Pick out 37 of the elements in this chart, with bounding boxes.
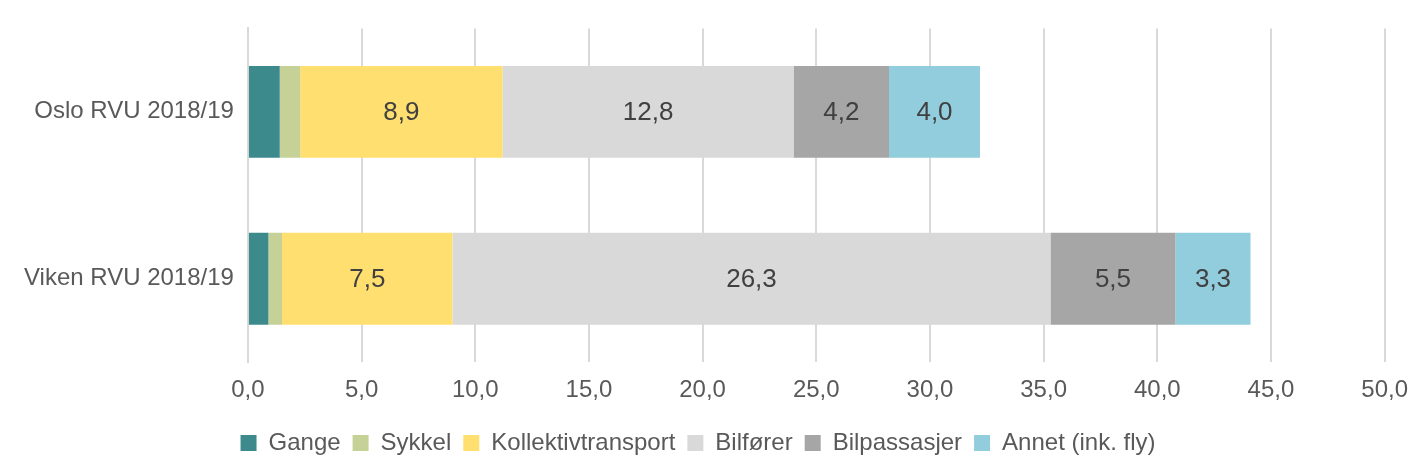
bar xyxy=(248,65,280,158)
bar xyxy=(793,65,890,158)
legend-label: Gange xyxy=(268,427,341,455)
x-tick-label: 25,0 xyxy=(792,375,840,403)
y-tick-label: Viken RVU 2018/19 xyxy=(23,263,234,291)
bar xyxy=(889,65,980,158)
bar xyxy=(248,232,269,325)
x-tick-label: 35,0 xyxy=(1020,375,1067,403)
bar xyxy=(282,232,453,325)
bar xyxy=(1175,232,1251,325)
bar xyxy=(300,65,503,158)
x-tick-label: 30,0 xyxy=(906,375,954,403)
x-tick-label: 0,0 xyxy=(231,375,265,403)
x-tick-label: 45,0 xyxy=(1247,375,1295,403)
legend-label: Annet (ink. fly) xyxy=(1002,427,1156,455)
data-label: 3,3 xyxy=(1194,262,1232,293)
x-tick-label: 40,0 xyxy=(1133,375,1181,403)
data-label: 12,8 xyxy=(622,96,674,127)
x-tick-label: 15,0 xyxy=(565,375,613,403)
bar xyxy=(279,65,301,158)
legend-label: Bilpassasjer xyxy=(832,427,963,455)
x-tick-label: 20,0 xyxy=(679,375,726,403)
x-tick-label: 50,0 xyxy=(1361,375,1408,403)
x-tick-label: 5,0 xyxy=(344,375,379,403)
legend-label: Sykkel xyxy=(380,427,452,455)
x-tick-label: 10,0 xyxy=(451,375,499,403)
bar xyxy=(268,232,283,325)
data-label: 26,3 xyxy=(726,262,777,293)
bar xyxy=(1050,232,1176,325)
data-label: 8,9 xyxy=(383,96,420,127)
data-label: 4,2 xyxy=(823,96,860,127)
data-label: 7,5 xyxy=(349,262,386,293)
data-label: 5,5 xyxy=(1094,262,1132,293)
y-tick-label: Oslo RVU 2018/19 xyxy=(34,96,234,124)
data-label: 4,0 xyxy=(916,96,953,127)
legend-label: Bilfører xyxy=(715,427,793,455)
legend-label: Kollektivtransport xyxy=(491,427,676,455)
